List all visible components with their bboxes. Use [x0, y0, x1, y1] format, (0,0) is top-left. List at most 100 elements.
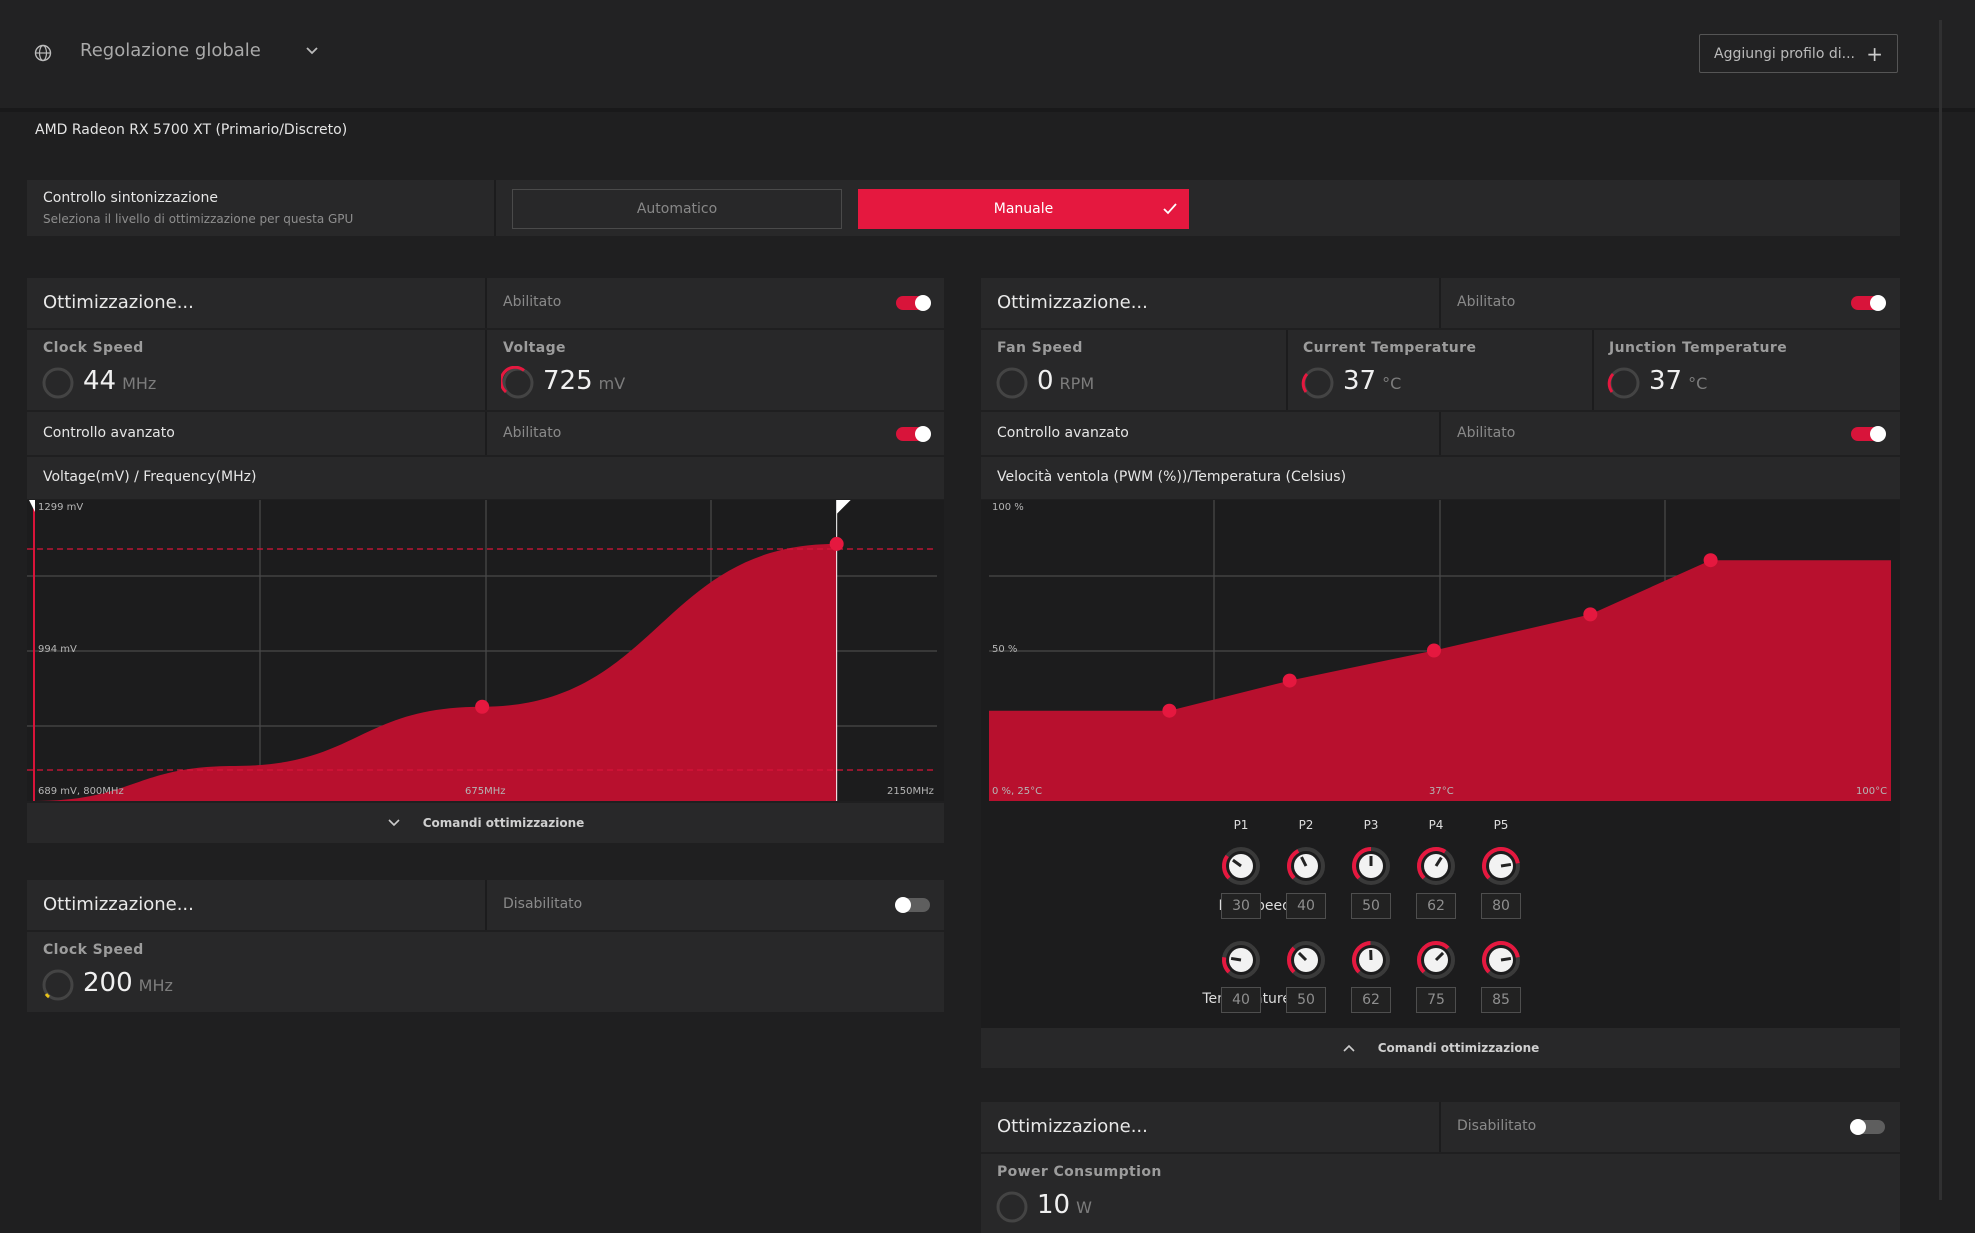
clock-gauge-icon: [42, 367, 74, 399]
fan-point-label: P5: [1493, 818, 1509, 832]
vf-origin-label: 689 mV, 800MHz: [38, 786, 124, 797]
voltage-gauge-icon: [501, 366, 534, 399]
gpu-tuning-commands-label: Comandi ottimizzazione: [422, 816, 585, 830]
check-icon: [1163, 203, 1177, 215]
curve-point[interactable]: [1426, 643, 1441, 658]
vf-min-handle[interactable]: [29, 500, 35, 512]
temperature-input[interactable]: 50: [1286, 987, 1326, 1013]
power-tuning-toggle[interactable]: [1850, 1119, 1885, 1135]
tuning-control-subtitle: Seleziona il livello di ottimizzazione p…: [43, 212, 354, 226]
temperature-knob[interactable]: [1416, 940, 1456, 980]
temperature-input[interactable]: 75: [1416, 987, 1456, 1013]
add-profile-button[interactable]: Aggiungi profilo di... +: [1699, 34, 1898, 73]
vf-max-handle[interactable]: [836, 500, 851, 514]
chevron-down-icon[interactable]: [305, 46, 319, 56]
power-readout: 10 W: [1037, 1190, 1092, 1220]
temperature-input[interactable]: 85: [1481, 987, 1521, 1013]
curve-point[interactable]: [1282, 673, 1297, 688]
fan-point-label: P1: [1233, 818, 1249, 832]
clock-speed-label: Clock Speed: [43, 340, 144, 356]
fan-speed-knob[interactable]: [1221, 846, 1261, 886]
fan-x-mid-label: 37°C: [1429, 786, 1454, 797]
fan-speed-knob[interactable]: [1286, 846, 1326, 886]
fan-speed-input[interactable]: 40: [1286, 893, 1326, 919]
fan-gauge-icon: [996, 367, 1028, 399]
gpu-advanced-control: Controllo avanzato Abilitato: [27, 412, 944, 455]
chevron-up-icon: [1343, 1044, 1355, 1052]
vf-y-mid-label: 994 mV: [38, 644, 77, 655]
fan-advanced-state: Abilitato: [1457, 425, 1516, 441]
mem-clock-value: 200: [83, 968, 133, 998]
fan-point-label: P4: [1428, 818, 1444, 832]
divider: [485, 278, 487, 328]
gpu-tuning-title: Ottimizzazione...: [43, 292, 194, 313]
divider: [1439, 1102, 1441, 1152]
fan-chart[interactable]: [981, 500, 1900, 801]
temperature-knob[interactable]: [1481, 940, 1521, 980]
vf-chart-header: Voltage(mV) / Frequency(MHz): [27, 457, 944, 499]
mem-metrics: Clock Speed 200 MHz: [27, 932, 944, 1012]
mem-clock-unit: MHz: [138, 976, 173, 995]
divider: [1592, 330, 1594, 410]
mem-tuning-header: Ottimizzazione... Disabilitato: [27, 880, 944, 930]
gpu-tuning-toggle[interactable]: [896, 295, 931, 311]
voltage-label: Voltage: [503, 340, 566, 356]
mem-tuning-state: Disabilitato: [503, 896, 583, 912]
power-tuning-state: Disabilitato: [1457, 1118, 1537, 1134]
vf-chart-title: Voltage(mV) / Frequency(MHz): [43, 469, 257, 485]
power-unit: W: [1076, 1198, 1092, 1217]
fan-tuning-state: Abilitato: [1457, 294, 1516, 310]
fan-speed-input[interactable]: 62: [1416, 893, 1456, 919]
fan-speed-knob[interactable]: [1481, 846, 1521, 886]
add-profile-label: Aggiungi profilo di...: [1714, 45, 1855, 62]
temperature-knob[interactable]: [1351, 940, 1391, 980]
temperature-input[interactable]: 40: [1221, 987, 1261, 1013]
fan-speed-input[interactable]: 80: [1481, 893, 1521, 919]
curve-point[interactable]: [829, 536, 844, 551]
mem-tuning-toggle[interactable]: [895, 897, 930, 913]
vf-area: [34, 543, 837, 801]
globe-icon: [34, 44, 52, 62]
scrollbar[interactable]: [1939, 20, 1942, 1200]
fan-point-label: P2: [1298, 818, 1314, 832]
gpu-advanced-toggle[interactable]: [896, 426, 931, 442]
power-tuning-header: Ottimizzazione... Disabilitato: [981, 1102, 1900, 1152]
fan-speed-knob[interactable]: [1351, 846, 1391, 886]
plus-icon: +: [1866, 41, 1883, 66]
fan-advanced-toggle[interactable]: [1851, 426, 1886, 442]
gpu-name: AMD Radeon RX 5700 XT (Primario/Discreto…: [35, 122, 348, 138]
power-label: Power Consumption: [997, 1164, 1162, 1180]
fan-tuning-commands[interactable]: Comandi ottimizzazione: [981, 1028, 1900, 1068]
junction-gauge-icon: [1607, 367, 1640, 399]
divider: [1286, 330, 1288, 410]
curve-point[interactable]: [475, 699, 490, 714]
curve-point[interactable]: [1583, 607, 1598, 622]
voltage-value: 725: [543, 366, 593, 396]
fan-tuning-toggle[interactable]: [1851, 295, 1886, 311]
fan-speed-unit: RPM: [1059, 374, 1095, 393]
curve-point[interactable]: [1703, 553, 1718, 568]
current-temp-label: Current Temperature: [1303, 340, 1477, 356]
divider: [485, 880, 487, 930]
top-bar: Regolazione globale Aggiungi profilo di.…: [0, 0, 1975, 112]
temperature-knob[interactable]: [1221, 940, 1261, 980]
manual-button[interactable]: Manuale: [858, 189, 1189, 229]
gpu-tuning-commands[interactable]: Comandi ottimizzazione: [27, 803, 944, 843]
divider: [494, 180, 496, 236]
mem-clock-gauge-icon: [42, 969, 74, 1001]
fan-point-label: P3: [1363, 818, 1379, 832]
fan-speed-input[interactable]: 30: [1221, 893, 1261, 919]
fan-y-mid-label: 50 %: [992, 644, 1018, 655]
temperature-input[interactable]: 62: [1351, 987, 1391, 1013]
fan-speed-knob[interactable]: [1416, 846, 1456, 886]
junction-temp-unit: °C: [1688, 374, 1708, 393]
tuning-control-title: Controllo sintonizzazione: [43, 190, 218, 206]
fan-x-max-label: 100°C: [1856, 786, 1888, 797]
gpu-advanced-label: Controllo avanzato: [43, 425, 175, 441]
automatic-button[interactable]: Automatico: [512, 189, 842, 229]
vf-chart[interactable]: [27, 500, 944, 801]
temperature-knob[interactable]: [1286, 940, 1326, 980]
curve-point[interactable]: [1162, 703, 1177, 718]
profile-selector[interactable]: Regolazione globale: [80, 40, 261, 61]
fan-speed-input[interactable]: 50: [1351, 893, 1391, 919]
